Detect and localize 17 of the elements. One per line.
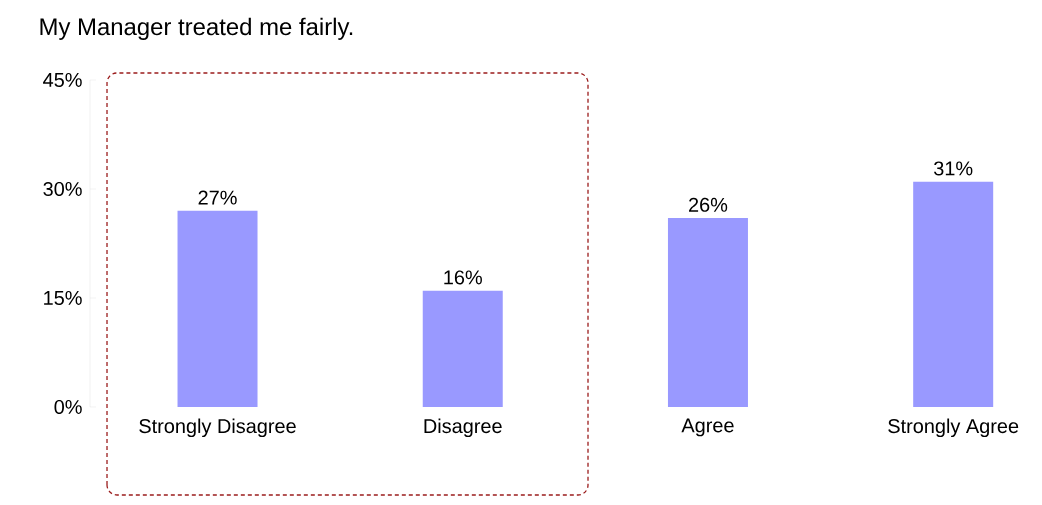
x-tick-label: Strongly Agree [888, 418, 1019, 438]
y-tick-label: 0% [54, 399, 82, 415]
bar [667, 218, 748, 407]
bar [177, 210, 258, 407]
x-tick-label: Agree [681, 418, 734, 437]
x-tick-label: Disagree [424, 418, 502, 438]
chart-title: My Manager treated me fairly. [40, 17, 353, 40]
data-label: 26% [689, 197, 728, 212]
data-label: 31% [934, 161, 973, 176]
y-tick-label: 45% [43, 72, 82, 87]
y-tick-label: 30% [43, 181, 82, 197]
bar [422, 290, 503, 407]
data-label: 27% [198, 190, 237, 205]
data-label: 16% [444, 270, 482, 285]
y-tick-label: 15% [44, 290, 82, 305]
bar [913, 181, 994, 407]
x-tick-label: Strongly Disagree [139, 418, 296, 438]
